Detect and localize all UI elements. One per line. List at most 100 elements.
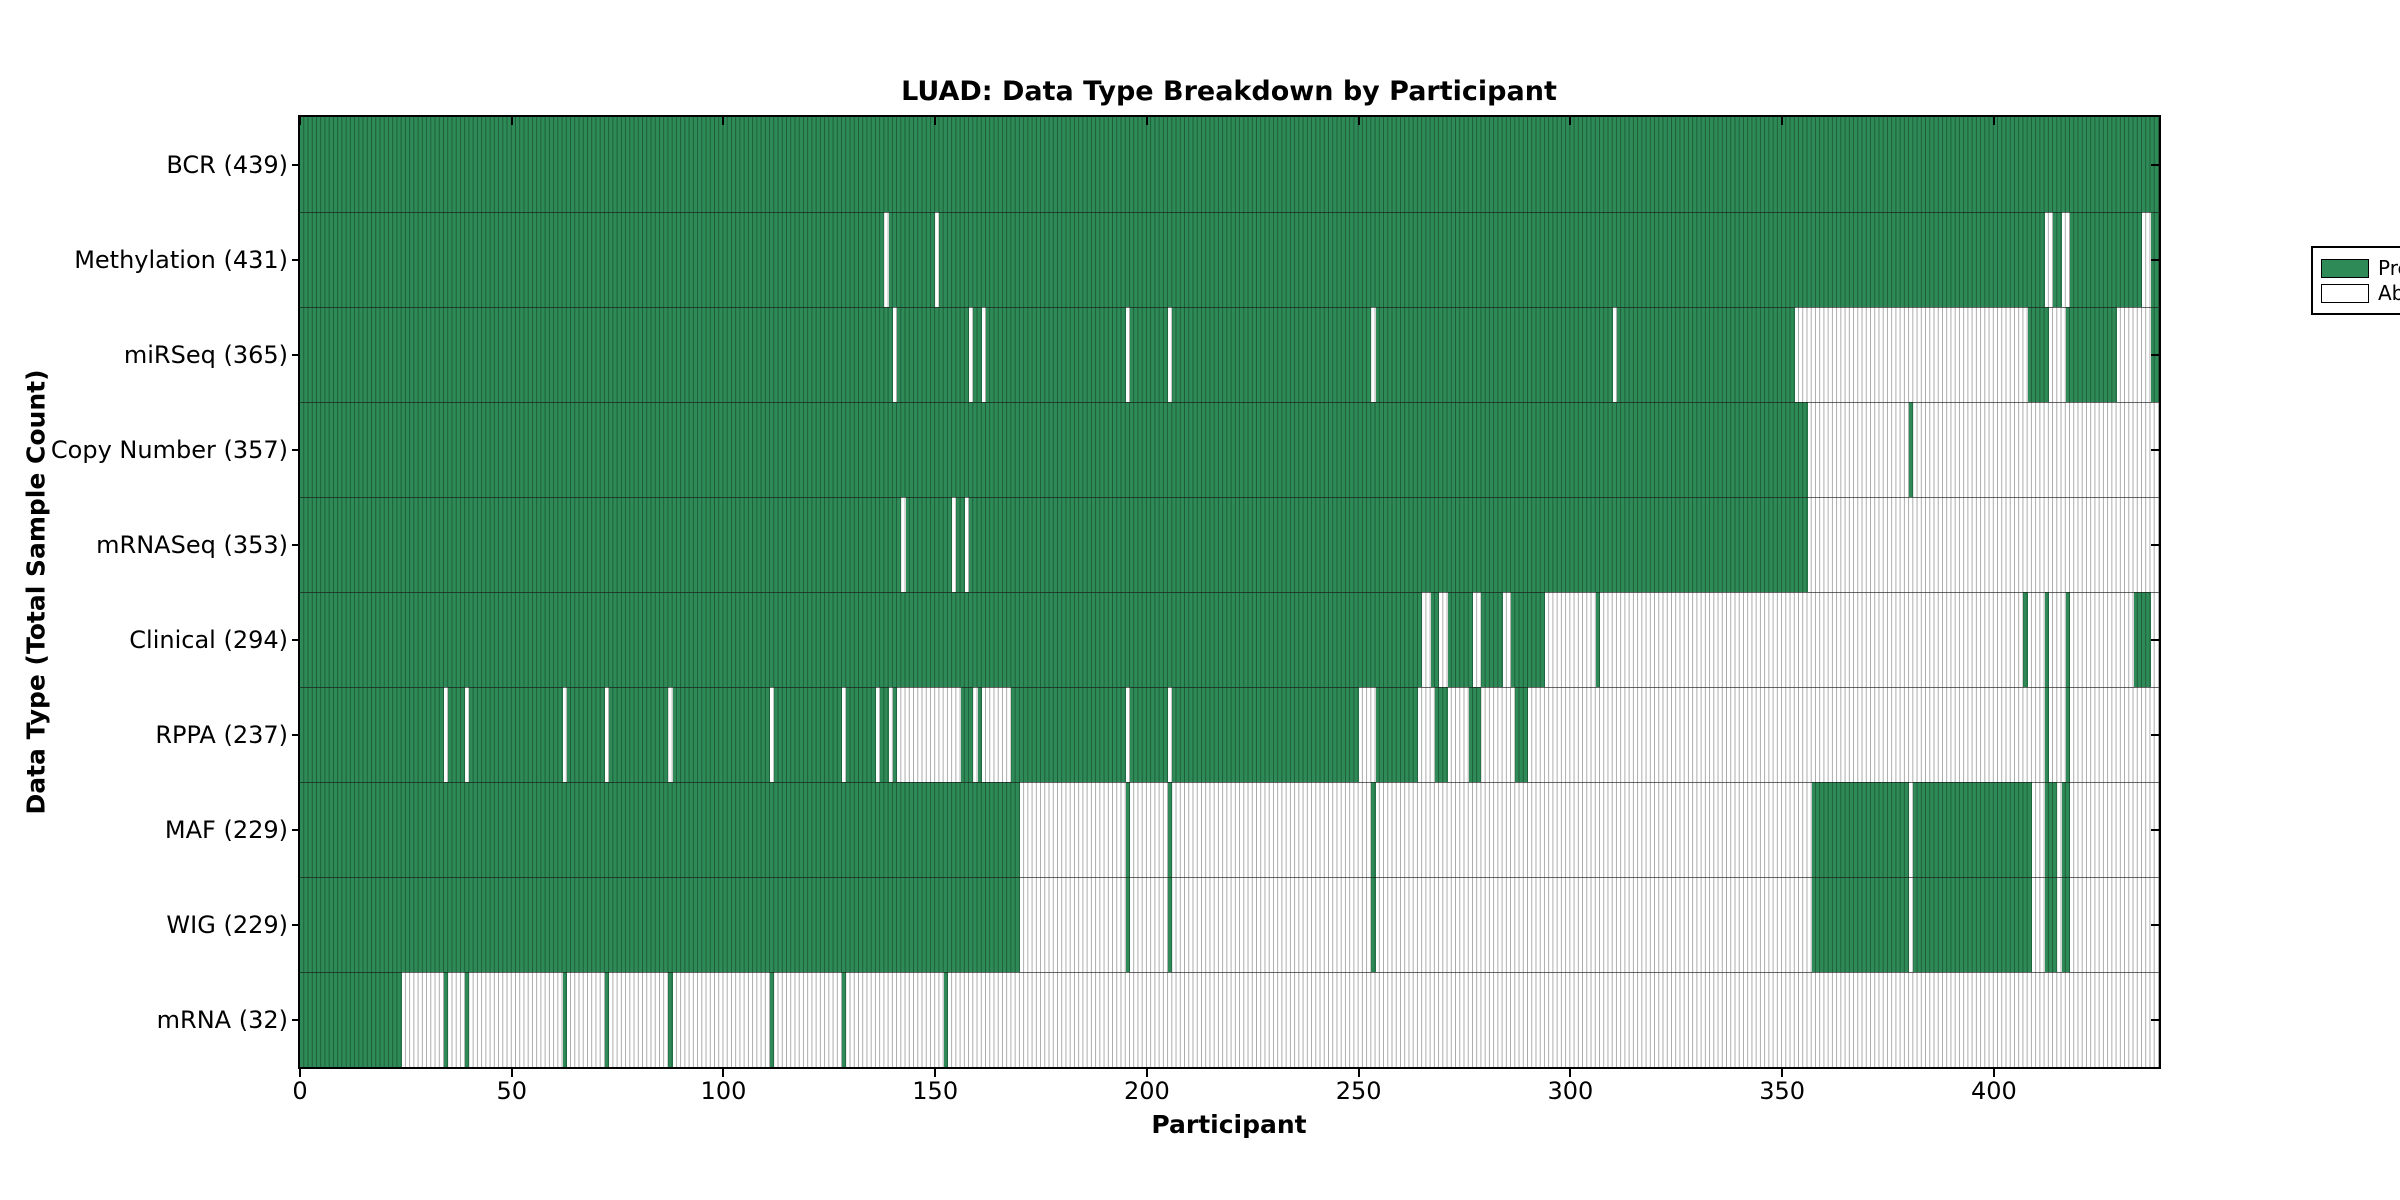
row-separator (300, 497, 2159, 498)
legend-label-absent: Absent (2378, 281, 2400, 305)
present-segment (960, 687, 974, 782)
present-segment (1375, 687, 1418, 782)
tick-mark (292, 638, 300, 641)
present-segment (2044, 877, 2058, 972)
tick-mark (1781, 1069, 1784, 1077)
chart-title: LUAD: Data Type Breakdown by Participant (901, 76, 1557, 107)
tick-mark (2151, 828, 2159, 831)
tick-mark (2151, 923, 2159, 926)
heatmap-row-clinical (300, 592, 2159, 687)
tick-mark (292, 543, 300, 546)
present-segment (846, 687, 876, 782)
present-segment (1375, 307, 1613, 402)
y-tick-label: Methylation (431) (74, 245, 288, 274)
present-segment (443, 972, 449, 1067)
present-segment (1913, 877, 2032, 972)
tick-mark (510, 1069, 513, 1077)
present-segment (2053, 212, 2062, 307)
row-separator (300, 877, 2159, 878)
heatmap-row-maf (300, 782, 2159, 877)
x-tick-label: 0 (292, 1077, 308, 1105)
row-separator (300, 782, 2159, 783)
present-segment (977, 687, 982, 782)
row-separator (300, 212, 2159, 213)
present-segment (2065, 687, 2071, 782)
present-segment (1168, 782, 1173, 877)
present-segment (880, 687, 889, 782)
tick-mark (2151, 733, 2159, 736)
present-segment (300, 497, 902, 592)
legend-item-present: Present (2321, 257, 2400, 279)
tick-mark (2151, 353, 2159, 356)
x-tick-label: 300 (1547, 1077, 1594, 1105)
present-segment (1595, 592, 1601, 687)
present-segment (956, 497, 965, 592)
tick-mark (299, 117, 301, 125)
present-segment (448, 687, 466, 782)
tick-mark (1357, 117, 1360, 125)
row-separator (300, 307, 2159, 308)
present-segment (562, 972, 567, 1067)
x-tick-label: 400 (1970, 1077, 2017, 1105)
x-tick-label: 250 (1335, 1077, 1382, 1105)
tick-mark (1145, 117, 1148, 125)
heatmap-row-rppa (300, 687, 2159, 782)
present-segment (2044, 782, 2058, 877)
present-segment (2044, 592, 2049, 687)
present-segment (300, 117, 2159, 212)
present-segment (1616, 307, 1795, 402)
y-tick-label: MAF (229) (164, 815, 288, 844)
present-segment (1129, 307, 1169, 402)
present-segment (2044, 687, 2049, 782)
heatmap-row-bcr (300, 117, 2159, 212)
x-tick-label: 50 (496, 1077, 527, 1105)
heatmap-row-mrna (300, 972, 2159, 1067)
tick-mark (292, 448, 300, 451)
present-segment (300, 212, 885, 307)
present-segment (905, 497, 953, 592)
present-segment (672, 687, 771, 782)
tick-mark (2151, 258, 2159, 261)
present-swatch (2321, 258, 2369, 278)
tick-mark (1145, 1069, 1148, 1077)
tick-mark (292, 258, 300, 261)
present-segment (609, 687, 669, 782)
present-segment (888, 212, 936, 307)
plot-area: Present Absent (298, 115, 2400, 1069)
absent-swatch (2321, 283, 2369, 303)
present-segment (2061, 782, 2071, 877)
present-segment (1447, 592, 1473, 687)
row-separator (300, 592, 2159, 593)
heatmap-row-mirseq (300, 307, 2159, 402)
present-segment (2070, 212, 2143, 307)
heatmap-row-methylation (300, 212, 2159, 307)
present-segment (300, 687, 444, 782)
y-tick-label: mRNA (32) (156, 1005, 288, 1034)
y-tick-label: Copy Number (357) (50, 435, 288, 464)
tick-mark (1569, 117, 1572, 125)
present-segment (1430, 592, 1440, 687)
present-segment (1434, 687, 1448, 782)
present-segment (1511, 592, 1545, 687)
present-segment (774, 687, 843, 782)
present-segment (300, 592, 1423, 687)
present-segment (2023, 592, 2028, 687)
legend: Present Absent (2311, 246, 2400, 315)
tick-mark (510, 117, 513, 125)
present-segment (469, 687, 563, 782)
present-segment (1371, 782, 1376, 877)
y-tick-label: Clinical (294) (129, 625, 288, 654)
present-segment (1125, 782, 1130, 877)
tick-mark (2151, 163, 2159, 166)
tick-mark (722, 117, 725, 125)
present-segment (2065, 592, 2071, 687)
present-segment (943, 972, 948, 1067)
present-segment (668, 972, 673, 1067)
tick-mark (934, 117, 937, 125)
tick-mark (934, 1069, 937, 1077)
present-segment (300, 782, 1020, 877)
tick-mark (1781, 117, 1784, 125)
heatmap-row-wig (300, 877, 2159, 972)
present-segment (566, 687, 605, 782)
